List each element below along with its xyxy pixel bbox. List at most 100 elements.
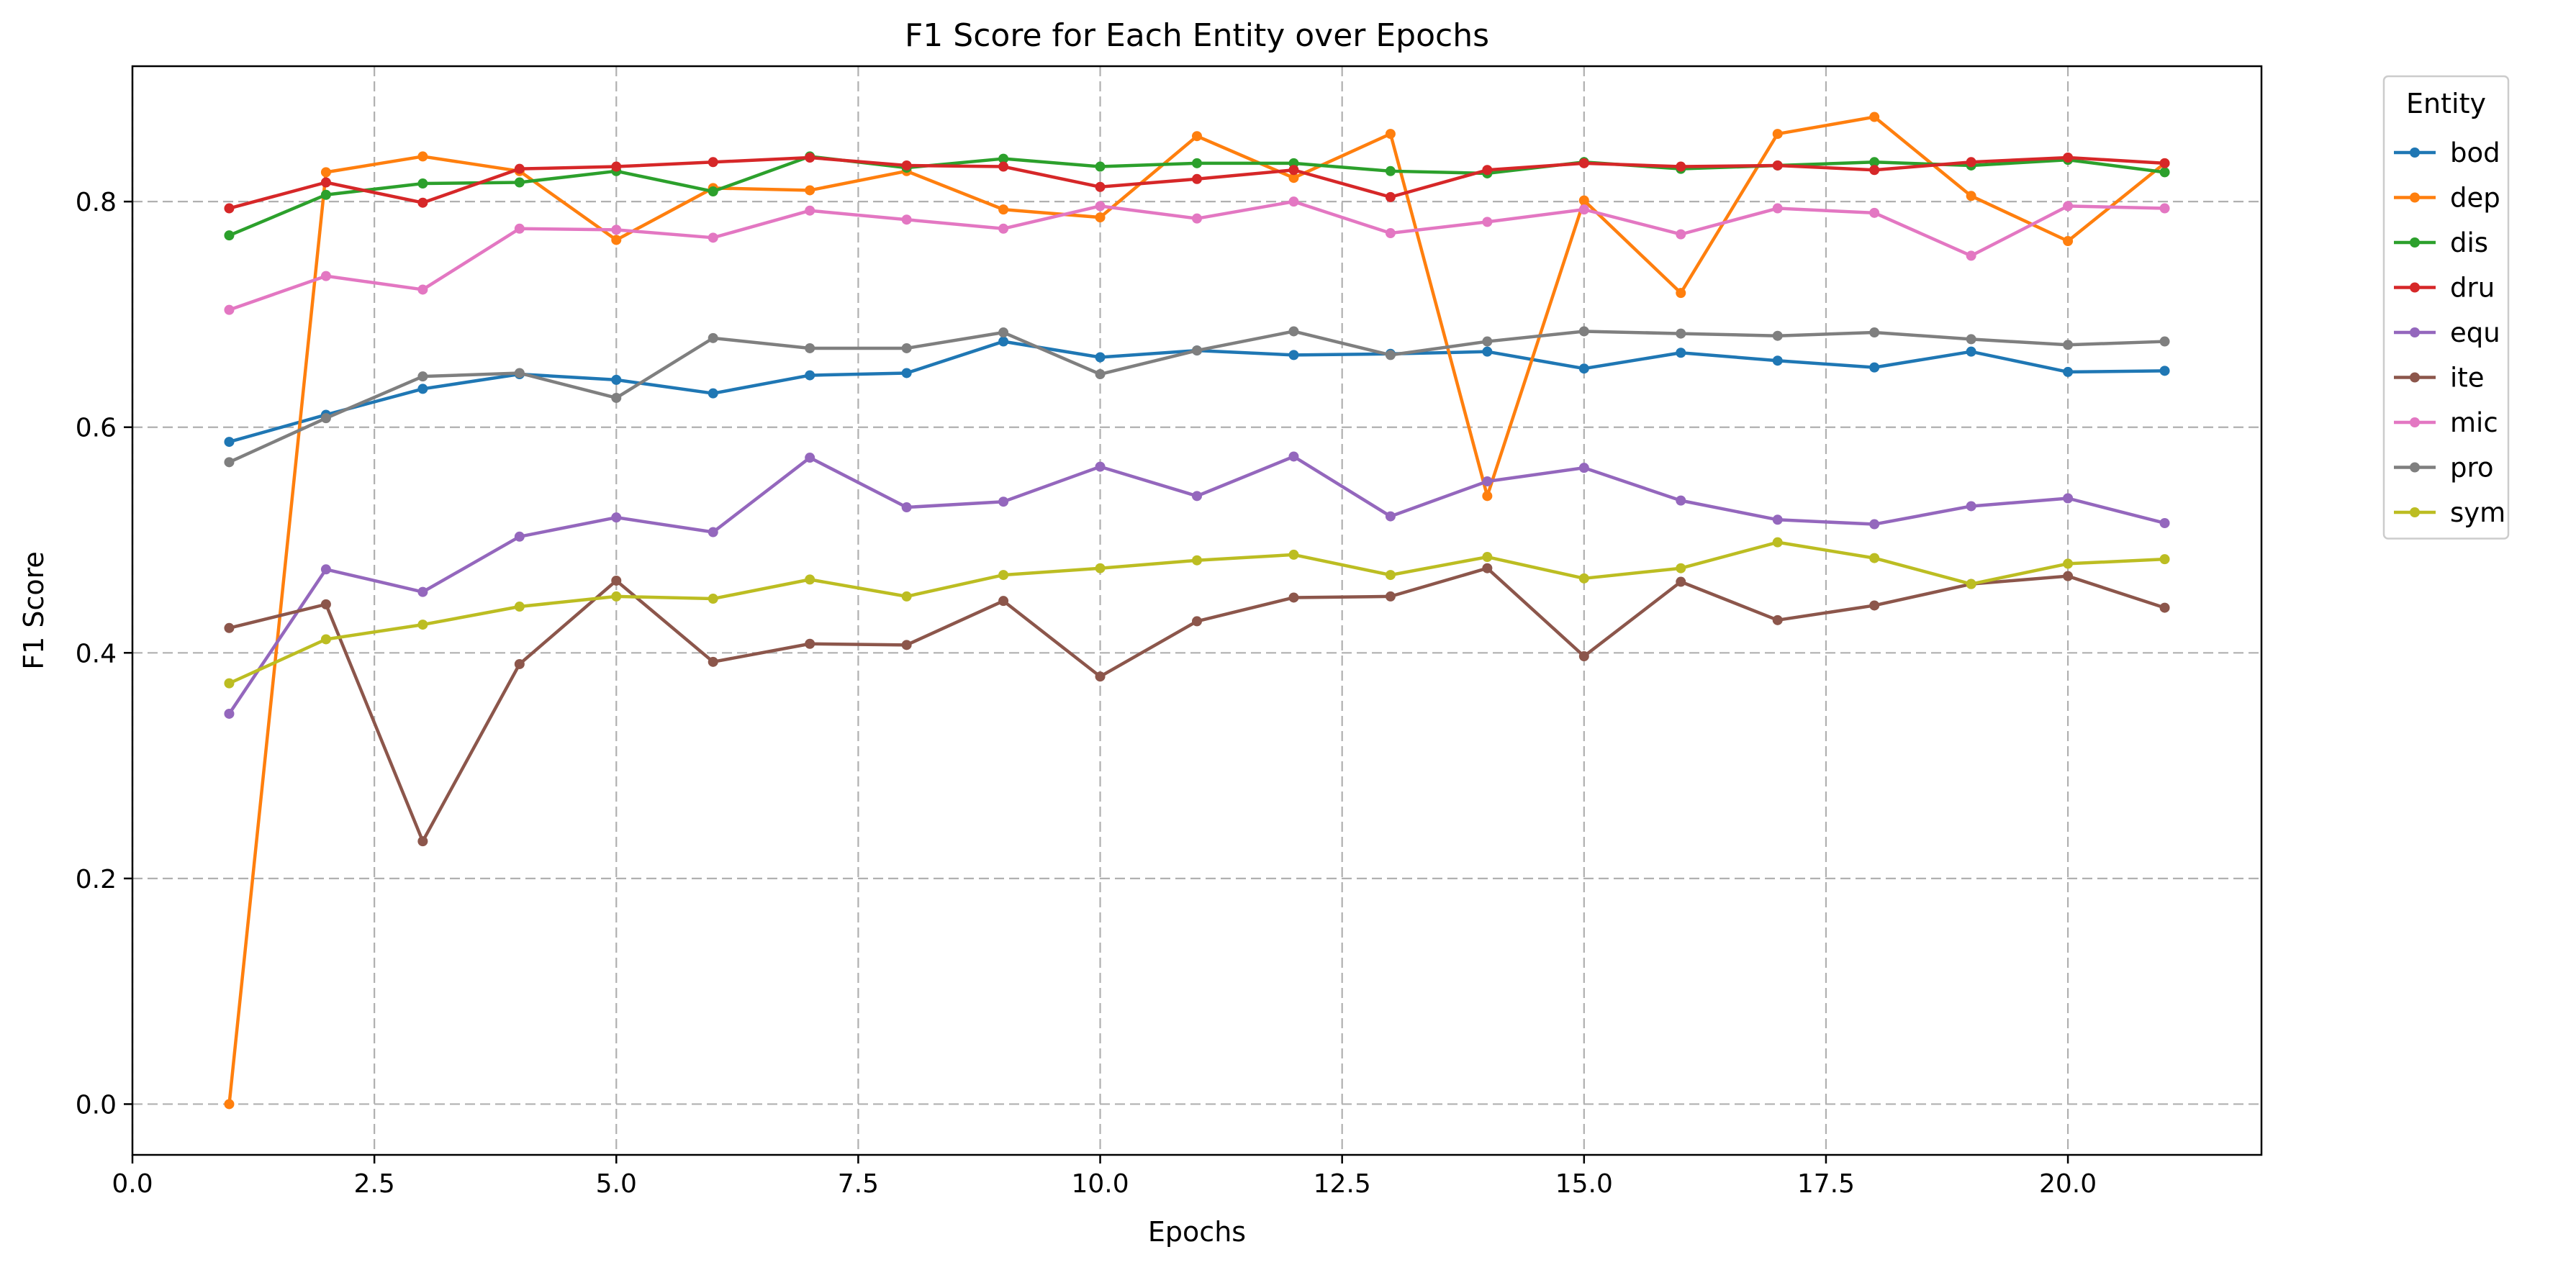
data-point-dru — [1966, 157, 1976, 168]
data-point-ite — [1192, 616, 1202, 627]
data-point-bod — [998, 336, 1009, 347]
legend-swatch-marker — [2410, 192, 2420, 203]
legend-label: sym — [2450, 497, 2505, 528]
data-point-sym — [1869, 553, 1880, 563]
data-point-pro — [2063, 340, 2074, 350]
data-point-equ — [320, 564, 331, 575]
data-point-pro — [1385, 350, 1396, 360]
x-tick-label: 17.5 — [1797, 1169, 1855, 1199]
data-point-bod — [901, 368, 912, 378]
data-point-pro — [1676, 328, 1686, 339]
legend-items: bod dep dis dru equ ite mic pro sym — [2394, 137, 2505, 528]
data-point-bod — [2159, 366, 2170, 376]
data-point-mic — [1095, 201, 1106, 212]
series-ite — [224, 563, 2170, 847]
data-point-bod — [224, 437, 235, 448]
data-point-mic — [1772, 203, 1783, 214]
data-point-dep — [1482, 491, 1493, 502]
data-point-mic — [417, 284, 428, 295]
data-point-mic — [2159, 203, 2170, 214]
data-point-dep — [1966, 191, 1976, 201]
data-point-dis — [320, 189, 331, 200]
data-point-sym — [1482, 552, 1493, 563]
data-point-equ — [514, 531, 525, 542]
legend-swatch-marker — [2410, 417, 2420, 427]
data-point-bod — [708, 388, 718, 399]
data-point-pro — [901, 343, 912, 353]
series-mic — [224, 196, 2170, 315]
data-point-ite — [1578, 650, 1589, 661]
data-point-ite — [514, 658, 525, 669]
data-point-ite — [611, 575, 622, 586]
data-point-mic — [224, 304, 235, 315]
data-point-ite — [708, 656, 718, 667]
data-point-dru — [901, 160, 912, 171]
data-point-sym — [2063, 558, 2074, 569]
x-tick-label: 2.5 — [354, 1169, 395, 1199]
data-point-mic — [805, 205, 815, 216]
data-point-sym — [708, 594, 718, 604]
data-point-sym — [320, 634, 331, 645]
data-point-equ — [1095, 461, 1106, 472]
data-point-equ — [901, 502, 912, 513]
data-point-ite — [320, 599, 331, 609]
x-tick-label: 5.0 — [596, 1169, 637, 1199]
data-point-sym — [1676, 563, 1686, 573]
data-point-sym — [1966, 579, 1976, 589]
data-point-pro — [1482, 336, 1493, 347]
data-point-pro — [224, 457, 235, 468]
legend-title: Entity — [2406, 88, 2486, 119]
data-point-dru — [320, 177, 331, 188]
series-lines — [224, 112, 2170, 1110]
data-point-dru — [417, 197, 428, 208]
data-point-mic — [320, 271, 331, 281]
data-point-sym — [901, 591, 912, 602]
data-point-pro — [998, 327, 1009, 338]
data-point-pro — [611, 392, 622, 403]
data-point-dru — [1676, 161, 1686, 172]
data-point-dis — [1385, 165, 1396, 176]
data-point-dis — [1095, 161, 1106, 172]
data-point-equ — [224, 708, 235, 719]
data-point-dru — [998, 161, 1009, 172]
data-point-sym — [1288, 549, 1299, 560]
data-point-dep — [224, 1099, 235, 1110]
plot-frame — [131, 65, 2263, 1156]
data-point-mic — [901, 214, 912, 225]
data-point-sym — [611, 591, 622, 602]
data-point-dru — [2159, 158, 2170, 168]
data-point-mic — [1578, 204, 1589, 215]
data-point-pro — [1966, 334, 1976, 345]
data-point-ite — [417, 836, 428, 847]
data-point-ite — [1385, 591, 1396, 602]
data-point-mic — [611, 224, 622, 235]
y-tick-label: 0.2 — [76, 865, 117, 894]
data-point-pro — [320, 413, 331, 424]
data-point-pro — [708, 332, 718, 343]
data-point-ite — [1288, 592, 1299, 603]
data-point-ite — [998, 596, 1009, 607]
data-point-dep — [2063, 236, 2074, 247]
data-point-dep — [805, 185, 815, 196]
data-point-dru — [1578, 158, 1589, 168]
data-point-sym — [2159, 554, 2170, 565]
data-point-dis — [514, 177, 525, 188]
data-point-dru — [1482, 165, 1493, 176]
legend-swatch-marker — [2410, 148, 2420, 158]
legend-item-mic: mic — [2394, 407, 2498, 438]
data-point-equ — [1966, 501, 1976, 512]
data-point-sym — [514, 602, 525, 612]
data-point-pro — [1772, 330, 1783, 341]
data-point-dis — [708, 186, 718, 197]
legend-item-pro: pro — [2394, 453, 2494, 484]
data-point-bod — [611, 374, 622, 385]
data-point-equ — [2063, 493, 2074, 504]
data-point-ite — [1095, 671, 1106, 682]
data-point-bod — [1676, 348, 1686, 358]
series-sym — [224, 537, 2170, 689]
data-point-bod — [1966, 346, 1976, 357]
y-axis-label: F1 Score — [18, 551, 50, 670]
data-point-dru — [2063, 152, 2074, 163]
